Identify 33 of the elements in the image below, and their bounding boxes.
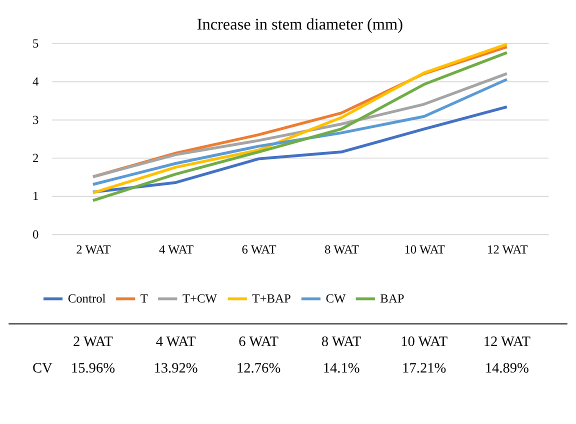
chart-title: Increase in stem diameter (mm) [196,16,404,34]
legend-label: BAP [380,292,404,306]
x-tick-label: 10 WAT [404,242,446,257]
legend-label: T [140,292,148,306]
y-tick-label: 2 [32,151,39,165]
y-tick-label: 0 [32,227,39,242]
text: 14.89% [484,360,530,377]
category-label: 2 WAT [73,334,113,350]
y-tick-label: 1 [32,189,39,204]
text: 13.92% [154,360,198,377]
legend-label: CW [326,292,346,306]
legend-label: Control [68,292,106,306]
line-series [92,105,508,194]
category-label: 4 WAT [156,334,196,350]
text: CV [32,360,54,377]
y-tick-label: 3 [32,112,39,127]
text: 15.96% [70,360,116,377]
x-tick-label: 2 WAT [76,242,112,257]
category-label: 10 WAT [400,334,448,350]
category-label: 8 WAT [321,334,362,350]
category-label: 12 WAT [483,334,530,350]
x-tick-label: 12 WAT [486,242,528,257]
legend-label: T+BAP [252,292,291,306]
text: 17.21% [402,360,446,377]
x-tick-label: 8 WAT [324,242,360,257]
text: 12.76% [236,360,281,377]
text: 14.1% [322,360,360,377]
y-tick-label: 5 [32,36,39,50]
x-tick-label: 6 WAT [242,242,277,257]
y-tick-label: 4 [32,74,40,89]
x-tick-label: 4 WAT [158,242,194,257]
legend-label: T+CW [182,292,218,306]
category-label: 6 WAT [238,334,278,350]
